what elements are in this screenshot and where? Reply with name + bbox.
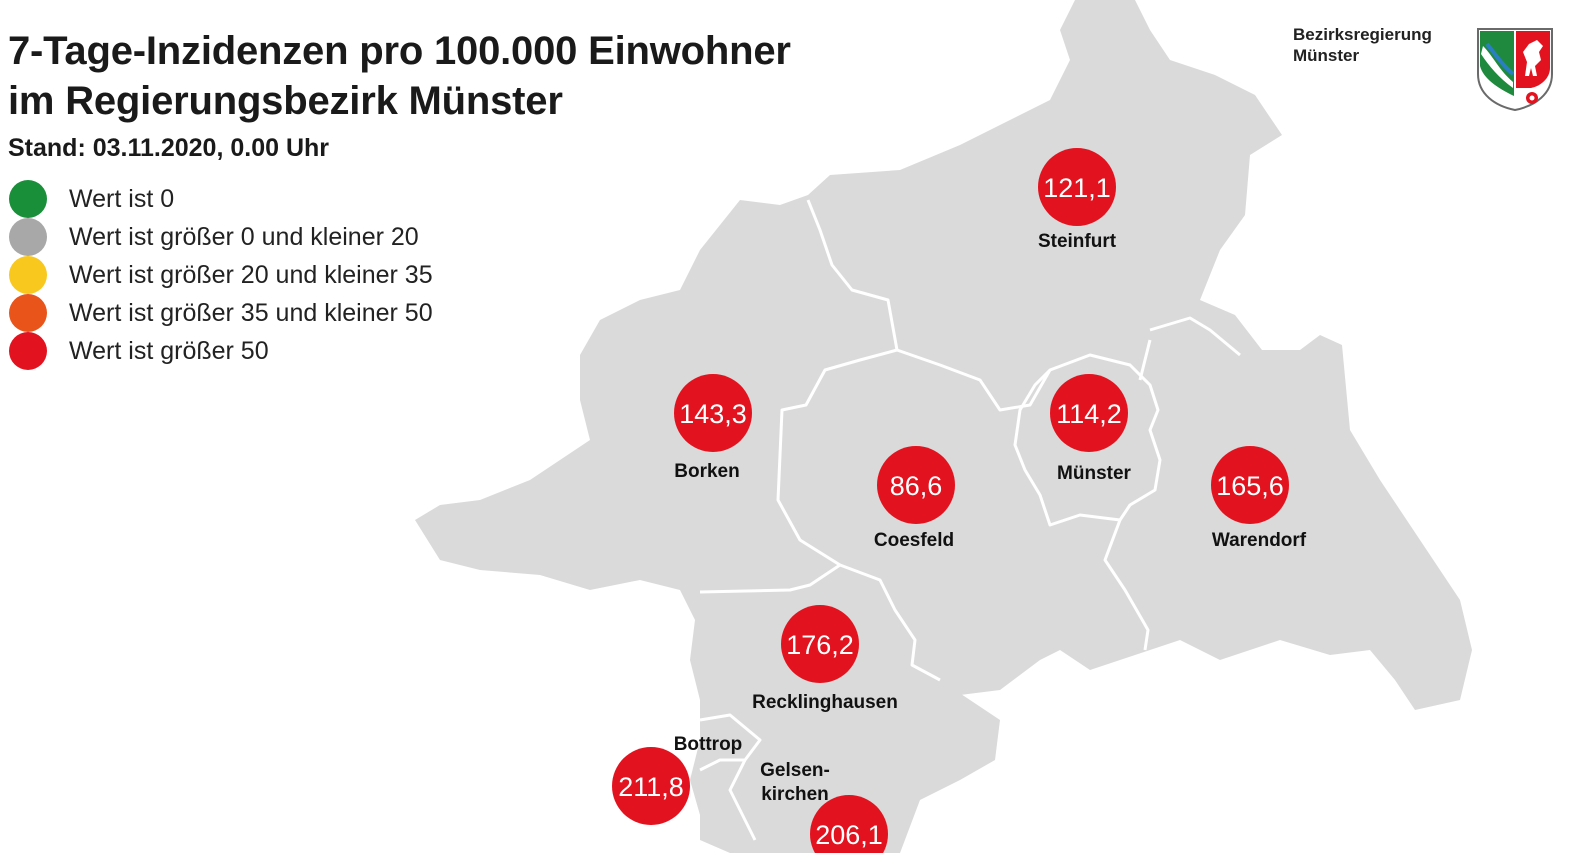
legend-dot-green: [9, 180, 47, 218]
region-name: Borken: [674, 461, 739, 482]
marker-value: 114,2: [1056, 399, 1122, 429]
marker-value: 206,1: [815, 820, 883, 850]
marker-circle: [810, 795, 888, 853]
region-marker-muenster[interactable]: 114,2 Münster: [1050, 374, 1132, 484]
date-stamp: Stand: 03.11.2020, 0.00 Uhr: [8, 134, 330, 162]
marker-circle: [1050, 374, 1128, 452]
marker-circle: [612, 747, 690, 825]
marker-value: 165,6: [1216, 471, 1284, 501]
legend-item-above-50: Wert ist größer 50: [9, 332, 433, 370]
region-name: Coesfeld: [874, 530, 954, 551]
region-marker-steinfurt[interactable]: 121,1 Steinfurt: [1038, 148, 1117, 252]
authority-name: Bezirksregierung Münster: [1293, 24, 1463, 66]
region-name-line-2: kirchen: [761, 784, 829, 805]
legend-label: Wert ist 0: [69, 184, 175, 213]
region-name: Recklinghausen: [752, 692, 898, 713]
region-name: Warendorf: [1212, 530, 1307, 551]
map-title-line-2: im Regierungsbezirk Münster: [8, 79, 563, 123]
legend-item-35-50: Wert ist größer 35 und kleiner 50: [9, 294, 433, 332]
legend-dot-orange: [9, 294, 47, 332]
region-name: Steinfurt: [1038, 231, 1117, 252]
region-name: Gelsen-: [760, 760, 830, 781]
marker-value: 211,8: [618, 772, 684, 802]
marker-value: 176,2: [786, 630, 854, 660]
marker-value: 143,3: [679, 399, 747, 429]
legend-dot-grey: [9, 218, 47, 256]
authority-line-1: Bezirksregierung: [1293, 25, 1432, 44]
region-marker-coesfeld[interactable]: 86,6 Coesfeld: [874, 446, 955, 551]
marker-circle: [781, 605, 859, 683]
region-name: Bottrop: [674, 734, 743, 755]
marker-circle: [1211, 446, 1289, 524]
legend-item-below-20: Wert ist größer 0 und kleiner 20: [9, 218, 433, 256]
marker-value: 121,1: [1043, 173, 1111, 203]
map-title: 7-Tage-Inzidenzen pro 100.000 Einwohner …: [8, 26, 791, 126]
map-title-line-1: 7-Tage-Inzidenzen pro 100.000 Einwohner: [8, 29, 791, 73]
legend-item-20-35: Wert ist größer 20 und kleiner 35: [9, 256, 433, 294]
legend-label: Wert ist größer 0 und kleiner 20: [69, 222, 419, 251]
marker-circle: [877, 446, 955, 524]
marker-value: 86,6: [890, 471, 943, 501]
region-borders: [699, 199, 1241, 841]
legend-label: Wert ist größer 50: [69, 336, 269, 365]
marker-circle: [674, 374, 752, 452]
region-marker-gelsenkirchen[interactable]: Gelsen- kirchen 206,1: [760, 760, 888, 853]
region-marker-recklinghausen[interactable]: 176,2 Recklinghausen: [752, 605, 898, 713]
legend: Wert ist 0 Wert ist größer 0 und kleiner…: [9, 180, 433, 370]
nrw-crest-icon: [1477, 28, 1553, 112]
legend-dot-yellow: [9, 256, 47, 294]
legend-dot-red: [9, 332, 47, 370]
legend-label: Wert ist größer 35 und kleiner 50: [69, 298, 433, 327]
region-land: [415, 0, 1472, 853]
region-marker-warendorf[interactable]: 165,6 Warendorf: [1211, 446, 1307, 551]
region-marker-bottrop[interactable]: Bottrop 211,8: [612, 734, 742, 825]
legend-item-zero: Wert ist 0: [9, 180, 433, 218]
region-name: Münster: [1057, 463, 1132, 484]
region-marker-borken[interactable]: 143,3 Borken: [674, 374, 752, 482]
legend-label: Wert ist größer 20 und kleiner 35: [69, 260, 433, 289]
authority-line-2: Münster: [1293, 46, 1360, 65]
marker-circle: [1038, 148, 1116, 226]
